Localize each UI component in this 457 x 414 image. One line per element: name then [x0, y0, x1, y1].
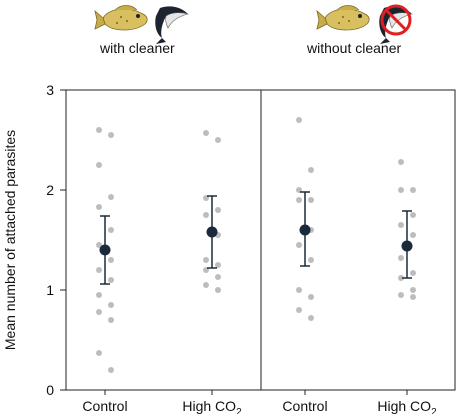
mean-marker — [206, 226, 218, 238]
data-point — [308, 315, 314, 321]
data-point — [410, 212, 416, 218]
data-point — [108, 367, 114, 373]
y-tick-label: 2 — [46, 182, 54, 198]
data-point — [108, 257, 114, 263]
x-tick-label: High CO2 — [377, 398, 437, 414]
data-point — [398, 292, 404, 298]
data-point — [410, 287, 416, 293]
x-axis: Control High CO2 Control High CO2 — [82, 390, 437, 414]
y-tick-label: 0 — [46, 382, 54, 398]
data-point — [96, 162, 102, 168]
data-point — [215, 262, 221, 268]
data-point — [398, 222, 404, 228]
x-tick-label: High CO2 — [182, 398, 242, 414]
data-point — [410, 294, 416, 300]
mean-marker — [401, 240, 413, 252]
x-tick-label: Control — [282, 398, 327, 414]
y-tick-label: 3 — [46, 82, 54, 98]
data-point — [108, 194, 114, 200]
fish-icon — [94, 5, 148, 31]
data-point — [296, 242, 302, 248]
data-point — [203, 130, 209, 136]
data-point — [296, 197, 302, 203]
fish-icon — [316, 5, 370, 31]
cleaner-wrasse-icon — [155, 6, 190, 44]
data-point — [215, 207, 221, 213]
mean-marker — [99, 244, 111, 256]
data-point — [398, 275, 404, 281]
data-point — [108, 302, 114, 308]
data-point — [398, 187, 404, 193]
data-point — [410, 270, 416, 276]
mean-marker — [299, 224, 311, 236]
data-point — [410, 187, 416, 193]
data-point — [96, 350, 102, 356]
data-point — [296, 307, 302, 313]
data-point — [296, 287, 302, 293]
data-point — [215, 137, 221, 143]
data-point — [108, 132, 114, 138]
data-point — [398, 255, 404, 261]
data-point — [398, 159, 404, 165]
data-point — [96, 309, 102, 315]
data-point — [203, 257, 209, 263]
data-point — [108, 277, 114, 283]
panel-label-with-cleaner: with cleaner — [100, 40, 175, 56]
data-point — [215, 287, 221, 293]
data-point — [203, 212, 209, 218]
data-point — [96, 292, 102, 298]
data-point — [96, 127, 102, 133]
data-point — [308, 197, 314, 203]
data-point — [215, 274, 221, 280]
cleaner-wrasse-crossed-icon — [379, 4, 414, 44]
y-axis-label: Mean number of attached parasites — [2, 130, 18, 350]
panel-label-without-cleaner: without cleaner — [307, 40, 402, 56]
data-point — [203, 282, 209, 288]
x-tick-label: Control — [82, 398, 127, 414]
y-tick-label: 1 — [46, 282, 54, 298]
data-point — [308, 257, 314, 263]
data-point — [96, 204, 102, 210]
data-point — [96, 267, 102, 273]
data-point — [296, 117, 302, 123]
data-point — [308, 294, 314, 300]
data-point — [410, 232, 416, 238]
data-point — [108, 227, 114, 233]
data-point — [108, 317, 114, 323]
y-axis: 0 1 2 3 — [46, 82, 66, 398]
data-marks — [96, 117, 416, 373]
data-point — [96, 242, 102, 248]
data-point — [308, 167, 314, 173]
